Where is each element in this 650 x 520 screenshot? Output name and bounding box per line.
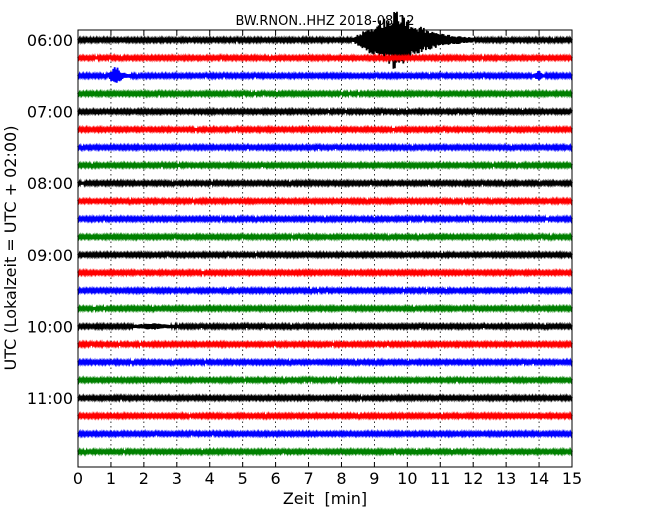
x-tick-label: 1 [106,469,116,488]
x-tick-label: 8 [336,469,346,488]
trace-1130 [77,428,573,439]
x-tick-label: 3 [172,469,182,488]
trace-0800 [77,178,573,189]
y-tick-label: 07:00 [27,103,73,122]
trace-0915 [77,267,573,278]
trace-1100 [77,392,573,403]
x-tick-label: 14 [529,469,549,488]
x-tick-label: 5 [238,469,248,488]
trace-0645 [77,88,573,99]
trace-0815 [77,196,573,207]
y-tick-label: 06:00 [27,31,73,50]
plot-frame [77,29,573,468]
y-axis-ticks: 06:00 07:00 08:00 09:00 10:00 11:00 [27,31,572,408]
trace-1015 [77,339,573,350]
x-tick-label: 2 [139,469,149,488]
x-tick-label: 7 [303,469,313,488]
trace-1145 [77,446,573,457]
trace-0845 [77,231,573,242]
seismic-traces [77,11,573,457]
y-tick-label: 10:00 [27,317,73,336]
trace-1000 [77,321,573,332]
x-tick-label: 10 [397,469,417,488]
x-tick-label: 12 [463,469,483,488]
x-tick-label: 13 [496,469,516,488]
trace-0630 [77,67,573,83]
y-tick-label: 08:00 [27,174,73,193]
trace-0615 [77,52,573,63]
x-tick-label: 11 [430,469,450,488]
x-axis-ticks: 0 1 2 3 4 5 6 7 8 9 10 11 12 13 14 15 [73,30,582,488]
x-tick-label: 4 [205,469,215,488]
y-tick-label: 09:00 [27,246,73,265]
trace-0930 [77,285,573,296]
x-tick-label: 9 [369,469,379,488]
trace-1115 [77,410,573,421]
trace-0745 [77,160,573,171]
x-tick-label: 6 [271,469,281,488]
x-tick-label: 15 [562,469,582,488]
trace-0900 [77,249,573,260]
y-axis-label: UTC (Lokalzeit = UTC + 02:00) [1,126,20,371]
chart-title: BW.RNON..HHZ 2018-08-12 [235,14,414,29]
trace-0730 [77,142,573,153]
trace-0600 [77,11,573,69]
y-tick-label: 11:00 [27,389,73,408]
vertical-gridlines [110,30,540,467]
trace-1030 [77,357,573,368]
trace-1045 [77,375,573,386]
x-tick-label: 0 [73,469,83,488]
trace-0715 [77,124,573,135]
trace-0830 [77,213,573,224]
x-axis-label: Zeit [min] [283,489,367,508]
trace-0945 [77,303,573,314]
trace-0700 [77,106,573,117]
